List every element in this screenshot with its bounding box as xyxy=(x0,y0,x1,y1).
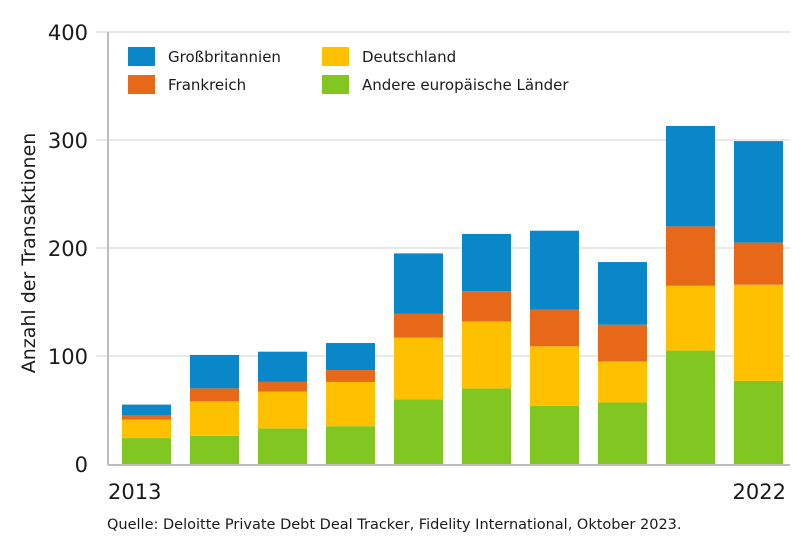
bar-segment xyxy=(734,242,783,285)
bar-segment xyxy=(258,391,307,429)
bar-segment xyxy=(122,419,171,439)
legend-label: Andere europäische Länder xyxy=(362,76,569,94)
bar-segment xyxy=(462,388,511,464)
legend-swatch xyxy=(128,47,155,66)
bar-segment xyxy=(666,350,715,464)
bar-segment xyxy=(258,351,307,382)
bar-segment xyxy=(326,343,375,371)
bar-stack-2015 xyxy=(258,351,307,464)
legend-swatch xyxy=(128,75,155,94)
x-axis-ticks: 2013 2022 xyxy=(108,480,786,504)
bar-stack-2019 xyxy=(530,230,579,464)
y-tick-label: 400 xyxy=(48,21,88,45)
y-tick-label: 200 xyxy=(48,237,88,261)
bar-segment xyxy=(122,438,171,464)
legend-item: Andere europäische Länder xyxy=(322,75,569,94)
bar-segment xyxy=(326,370,375,382)
legend-item: Großbritannien xyxy=(128,47,281,66)
legend-item: Deutschland xyxy=(322,47,456,66)
bar-segment xyxy=(462,321,511,389)
bar-stack-2021 xyxy=(666,125,715,464)
bar-segment xyxy=(462,233,511,292)
bar-stack-2016 xyxy=(326,343,375,464)
legend-label: Frankreich xyxy=(168,76,246,94)
bar-segment xyxy=(666,226,715,286)
bar-segment xyxy=(598,361,647,403)
bar-segment xyxy=(734,380,783,464)
bar-segment xyxy=(326,426,375,464)
y-axis-title: Anzahl der Transaktionen xyxy=(18,133,40,374)
bar-segment xyxy=(598,262,647,325)
y-axis-ticks: 0 100 200 300 400 xyxy=(48,21,88,477)
bar-segment xyxy=(190,435,239,464)
bar-segment xyxy=(598,324,647,362)
bar-segment xyxy=(530,230,579,310)
bar-segment xyxy=(462,291,511,322)
bar-stack-2013 xyxy=(122,404,171,464)
bar-segment xyxy=(326,381,375,427)
bar-segment xyxy=(666,125,715,227)
source-note: Quelle: Deloitte Private Debt Deal Track… xyxy=(107,517,682,533)
legend-label: Großbritannien xyxy=(168,48,281,66)
bar-stack-2022 xyxy=(734,141,783,464)
y-tick-label: 100 xyxy=(48,345,88,369)
bars xyxy=(122,125,783,464)
bar-segment xyxy=(598,402,647,464)
bar-stack-2018 xyxy=(462,233,511,464)
bar-segment xyxy=(394,313,443,338)
bar-segment xyxy=(122,415,171,420)
bar-segment xyxy=(258,381,307,392)
bar-segment xyxy=(394,399,443,464)
y-tick-label: 0 xyxy=(75,453,88,477)
bar-segment xyxy=(258,428,307,464)
x-tick-label: 2022 xyxy=(733,480,786,504)
bar-segment xyxy=(530,405,579,464)
legend-label: Deutschland xyxy=(362,48,456,66)
bar-stack-2020 xyxy=(598,262,647,464)
bar-segment xyxy=(394,253,443,314)
bar-segment xyxy=(122,404,171,416)
bar-segment xyxy=(530,309,579,347)
stacked-bar-chart: 0 100 200 300 400 2013 2022 Anzahl der Transa… xyxy=(18,21,790,504)
bar-segment xyxy=(530,346,579,406)
legend-swatch xyxy=(322,47,349,66)
bar-segment xyxy=(666,285,715,351)
bar-segment xyxy=(734,284,783,381)
bar-segment xyxy=(394,337,443,400)
bar-stack-2017 xyxy=(394,253,443,464)
bar-stack-2014 xyxy=(190,354,239,464)
bar-segment xyxy=(734,141,783,243)
legend: Großbritannien Frankreich Deutschland Ander… xyxy=(128,47,569,94)
x-tick-label: 2013 xyxy=(108,480,161,504)
legend-item: Frankreich xyxy=(128,75,246,94)
y-tick-label: 300 xyxy=(48,129,88,153)
bar-segment xyxy=(190,354,239,389)
bar-segment xyxy=(190,388,239,402)
legend-swatch xyxy=(322,75,349,94)
bar-segment xyxy=(190,401,239,436)
